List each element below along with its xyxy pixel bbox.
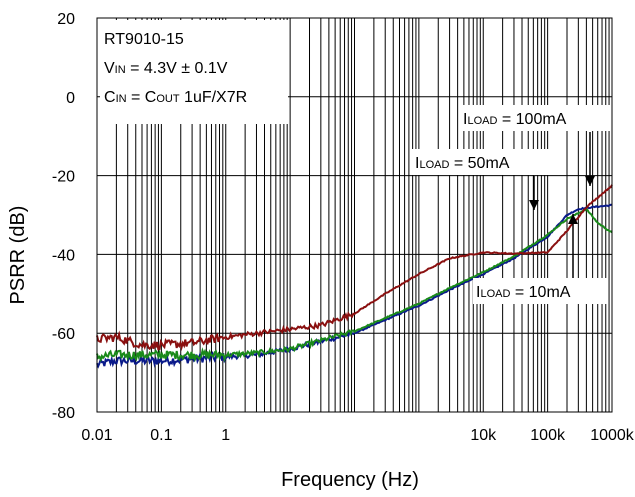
series-line-2	[96, 207, 613, 363]
label-bg-10ma	[473, 278, 607, 304]
x-tick-label: 1000k	[590, 427, 635, 444]
arrow-100ma-head	[585, 176, 595, 186]
series-layer	[96, 184, 613, 369]
arrow-10ma-head	[568, 214, 578, 224]
label-iload-10ma: ILOAD = 10mA	[476, 284, 571, 301]
x-tick-label: 10k	[470, 427, 497, 444]
condition-vin: VIN = 4.3V ± 0.1V	[104, 60, 228, 77]
label-iload-100ma: ILOAD = 100mA	[463, 111, 567, 128]
plot-frame	[96, 17, 613, 413]
y-tick-label: 0	[66, 90, 75, 107]
y-tick-label: -40	[52, 247, 75, 264]
y-tick-label: -60	[52, 326, 75, 343]
series-line-3	[96, 184, 613, 352]
x-tick-label: 1	[221, 427, 230, 444]
x-axis-title: Frequency (Hz)	[281, 469, 419, 491]
x-tick-label: 0.1	[150, 427, 172, 444]
y-axis-title: PSRR (dB)	[7, 206, 29, 305]
y-tick-label: -20	[52, 169, 75, 186]
label-bg-100ma	[460, 105, 610, 131]
arrow-50ma-head	[529, 200, 539, 210]
y-tick-label: -80	[52, 405, 75, 422]
conditions-box	[100, 20, 288, 124]
condition-part-number: RT9010-15	[104, 31, 184, 48]
annotation-layer: RT9010-15 VIN = 4.3V ± 0.1V CIN = COUT 1uF…	[100, 20, 610, 304]
tick-labels: 0.01 0.1 1 10k 100k 1000k 20 0 -20 -40 -60 -80	[52, 11, 635, 444]
condition-capacitors: CIN = COUT 1uF/X7R	[104, 89, 247, 106]
x-tick-label: 0.01	[81, 427, 112, 444]
label-iload-50ma: ILOAD = 50mA	[415, 155, 510, 172]
y-tick-label: 20	[57, 11, 75, 28]
x-tick-label: 100k	[530, 427, 566, 444]
label-bg-50ma	[412, 149, 556, 175]
